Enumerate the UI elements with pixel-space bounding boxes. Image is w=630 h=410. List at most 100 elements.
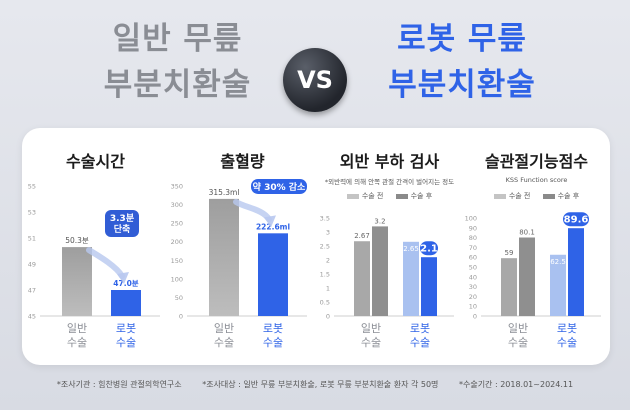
y-tick-label: 300 (171, 201, 183, 209)
data-label: 2.67 (354, 232, 370, 240)
y-tick-label: 0 (326, 313, 330, 321)
bar (209, 198, 239, 316)
callout-text: 3.3분 단축 (110, 213, 134, 235)
chart-legend: 수술 전 수술 후 (316, 191, 463, 201)
y-tick-label: 100 (171, 275, 183, 283)
bar (403, 241, 419, 316)
legend-label: 수술 후 (410, 192, 433, 200)
category-label: 일반 수술 (214, 321, 234, 349)
charts-card: 수술시간 45 47 49 51 53 55 일반 수술 로봇 수술 50.3분 47.0분 3.3분 단… (22, 128, 610, 365)
data-label: 2.1 (420, 244, 438, 255)
legend-swatch-icon (346, 193, 359, 199)
y-tick-label: 3 (326, 229, 330, 237)
chart-valgus-stress: 외반 부하 검사 *외반력에 의해 안쪽 관절 간격이 벌어지는 정도 수술 전… (316, 128, 463, 365)
data-label: 222.6ml (256, 222, 290, 231)
header: 일반 무릎 부분치환술 VS 로봇 무릎 부분치환술 (0, 14, 630, 119)
chart-title: 수술시간 (66, 152, 125, 171)
callout-arrowhead-icon (264, 215, 276, 228)
data-label: 89.6 (564, 215, 589, 226)
y-tick-label: 55 (28, 183, 36, 191)
y-tick-label: 200 (171, 238, 183, 246)
y-tick-label: 0 (473, 313, 477, 321)
data-label: 47.0분 (113, 279, 139, 288)
y-tick-label: 49 (28, 261, 36, 269)
legend-label: 수술 후 (557, 192, 580, 200)
y-tick-label: 51 (28, 235, 36, 243)
y-tick-label: 30 (469, 283, 477, 291)
header-general: 일반 무릎 부분치환술 (70, 16, 285, 108)
legend-swatch-icon (493, 193, 506, 199)
legend-item-after: 수술 후 (395, 191, 433, 201)
y-tick-label: 10 (469, 303, 477, 311)
footer-note-institution: *조사기관 : 힘찬병원 관절의학연구소 (56, 380, 182, 389)
header-robot: 로봇 무릎 부분치환술 (352, 16, 572, 108)
y-tick-label: 40 (469, 273, 477, 281)
y-tick-label: 53 (28, 209, 36, 217)
y-tick-label: 3.5 (320, 215, 330, 223)
header-robot-line-1: 로봇 무릎 (397, 21, 527, 57)
y-tick-label: 45 (28, 313, 36, 321)
bar (111, 290, 141, 316)
highlight-bubble (563, 212, 589, 227)
y-tick-label: 0.5 (320, 299, 330, 307)
y-tick-label: 20 (469, 293, 477, 301)
y-tick-label: 2 (326, 257, 330, 265)
legend-item-before: 수술 전 (346, 191, 383, 201)
y-tick-label: 1 (326, 285, 330, 293)
category-label: 일반 수술 (361, 321, 381, 349)
y-tick-label: 60 (469, 254, 477, 262)
data-label: 50.3분 (65, 236, 89, 245)
bar (568, 228, 584, 316)
callout-arrow (86, 247, 125, 279)
y-tick-label: 80 (469, 234, 477, 242)
bar (62, 247, 92, 316)
chart-plot: 0 0.5 1 1.5 2 2.5 3 3.5 일반 수술 로봇 수술 2.67 3.2 2.65 2.1 (320, 215, 454, 349)
bar (372, 226, 388, 316)
callout-arrow (233, 198, 272, 223)
callout-text: 약 30% 감소 (253, 181, 306, 193)
y-tick-label: 100 (465, 215, 477, 223)
chart-title: 슬관절기능점수 (484, 152, 589, 171)
category-label: 일반 수술 (67, 321, 87, 349)
category-label: 로봇 수술 (263, 322, 283, 349)
y-tick-label: 2.5 (320, 243, 330, 251)
legend-label: 수술 전 (508, 192, 531, 200)
chart-surgery-time: 수술시간 45 47 49 51 53 55 일반 수술 로봇 수술 50.3분 47.0분 3.3분 단… (22, 128, 169, 365)
data-label: 62.5 (550, 258, 566, 266)
callout-arrowhead-icon (117, 272, 129, 284)
data-label: 80.1 (519, 229, 535, 237)
y-tick-label: 350 (171, 183, 183, 191)
y-tick-label: 50 (175, 294, 183, 302)
callout-bubble (105, 210, 139, 237)
bar (258, 233, 288, 316)
chart-legend: 수술 전 수술 후 (463, 191, 610, 201)
header-robot-line-2: 부분치환술 (388, 67, 536, 103)
y-tick-label: 50 (469, 264, 477, 272)
chart-subtitle: KSS Function score (505, 176, 568, 184)
y-tick-label: 90 (469, 224, 477, 232)
header-general-line-2: 부분치환술 (103, 67, 252, 103)
y-tick-label: 0 (179, 313, 183, 321)
bar (519, 237, 535, 316)
chart-title: 외반 부하 검사 (339, 152, 440, 171)
footer-notes: *조사기관 : 힘찬병원 관절의학연구소 *조사대상 : 일반 무릎 부분치환술… (0, 379, 630, 390)
y-tick-label: 47 (28, 287, 36, 295)
footer-note-subjects: *조사대상 : 일반 무릎 부분치환술, 로봇 무릎 부분치환술 환자 각 50… (202, 380, 439, 389)
bar (550, 254, 566, 316)
data-label: 59 (505, 249, 514, 257)
chart-plot: 0 50 100 150 200 250 300 350 일반 수술 로봇 수술 315.3ml 222.… (171, 179, 307, 349)
chart-bleeding: 출혈량 0 50 100 150 200 250 300 350 일반 수술 로봇 수술 315.3ml… (169, 128, 316, 365)
legend-swatch-icon (395, 193, 408, 199)
legend-item-before: 수술 전 (493, 191, 531, 201)
vs-badge: VS (283, 48, 347, 112)
bar (354, 241, 370, 316)
category-label: 로봇 수술 (557, 322, 577, 349)
y-tick-label: 150 (171, 257, 183, 265)
chart-title: 출혈량 (220, 152, 265, 171)
bar (501, 258, 517, 316)
y-tick-label: 1.5 (320, 271, 330, 279)
highlight-bubble (420, 241, 438, 256)
callout-bubble (251, 179, 307, 194)
legend-item-after: 수술 후 (542, 191, 580, 201)
chart-kss-function: 슬관절기능점수 KSS Function score 수술 전 수술 후 0 10… (463, 128, 610, 365)
